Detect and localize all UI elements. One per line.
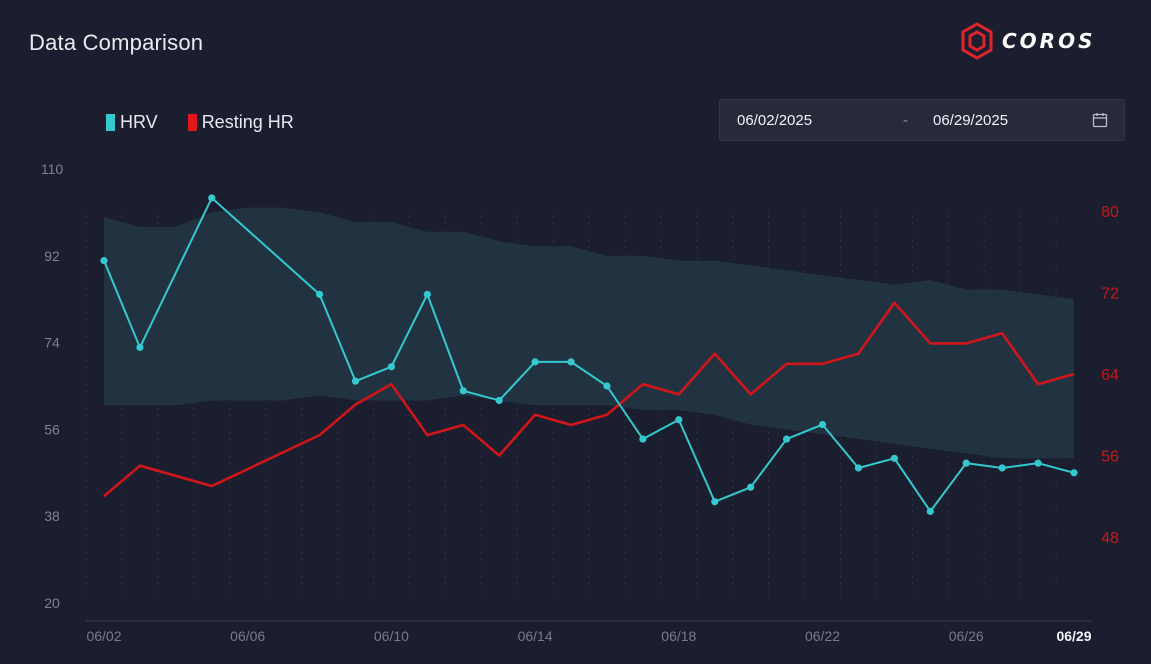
x-tick-label: 06/18 [661,628,696,644]
hrv-point [675,416,683,424]
hrv-point [782,435,791,443]
hrv-point [926,507,934,515]
calendar-icon[interactable] [1092,112,1108,128]
start-date-input[interactable]: 06/02/2025 [737,112,813,129]
brand-logo: COROS [960,22,1120,60]
legend-item-resting-hr[interactable]: Resting HR [187,112,294,133]
y-right-tick-label: 64 [1101,367,1119,384]
y-right-tick-label: 80 [1101,204,1119,221]
page-title: Data Comparison [29,30,204,55]
hrv-point [495,396,503,405]
hrv-point [136,343,144,352]
hrv-point [962,459,970,467]
y-right-tick-label: 56 [1101,449,1119,466]
y-left-tick-label: 74 [44,335,60,351]
date-range-picker[interactable]: 06/02/2025 - 06/29/2025 [719,99,1125,141]
x-tick-label: 06/26 [949,628,984,644]
y-right-tick-label: 48 [1101,530,1119,547]
x-tick-label: 06/22 [805,628,840,644]
x-tick-label: 06/06 [230,628,265,644]
hrv-point [315,290,324,298]
x-tick-label: 06/10 [374,628,409,644]
hrv-point [387,363,396,371]
y-left-tick-label: 92 [44,248,60,264]
y-left-tick-label: 56 [44,421,60,437]
hrv-point [351,377,360,385]
y-right-tick-label: 72 [1101,286,1119,303]
brand-wordmark: COROS [1002,29,1096,53]
hrv-point [459,387,467,395]
hrv-point [854,464,863,472]
hrv-point [423,290,431,298]
y-left-tick-label: 110 [41,161,64,177]
legend-swatch-hrv [106,114,115,131]
hrv-point [998,464,1006,472]
x-tick-label: 06/02 [86,628,121,644]
hrv-point [603,382,611,390]
hrv-point [711,498,719,506]
legend-item-hrv[interactable]: HRV [106,112,158,133]
chart-legend: HRV Resting HR [106,112,324,133]
hrv-point [1034,459,1042,467]
coros-hexagon-icon [961,22,993,60]
legend-label-resting-hr: Resting HR [201,112,294,132]
hrv-point [890,454,898,462]
x-tick-label: 06/29 [1056,628,1091,644]
hrv-point [100,257,108,265]
hrv-point [1070,469,1078,477]
hrv-point [208,194,216,202]
hrv-point [818,420,827,429]
hrv-normal-range-band [104,207,1074,459]
x-tick-label: 06/14 [518,628,553,644]
date-separator: - [903,112,908,129]
end-date-input[interactable]: 06/29/2025 [933,112,1009,129]
hrv-point [567,358,575,366]
hrv-point [639,435,647,443]
y-left-tick-label: 20 [44,595,60,611]
resting-hr-line [103,301,1075,498]
legend-label-hrv: HRV [120,112,158,132]
hrv-point [531,358,539,366]
legend-swatch-resting-hr [187,114,197,131]
y-left-tick-label: 38 [44,508,60,524]
hrv-point [747,483,755,491]
